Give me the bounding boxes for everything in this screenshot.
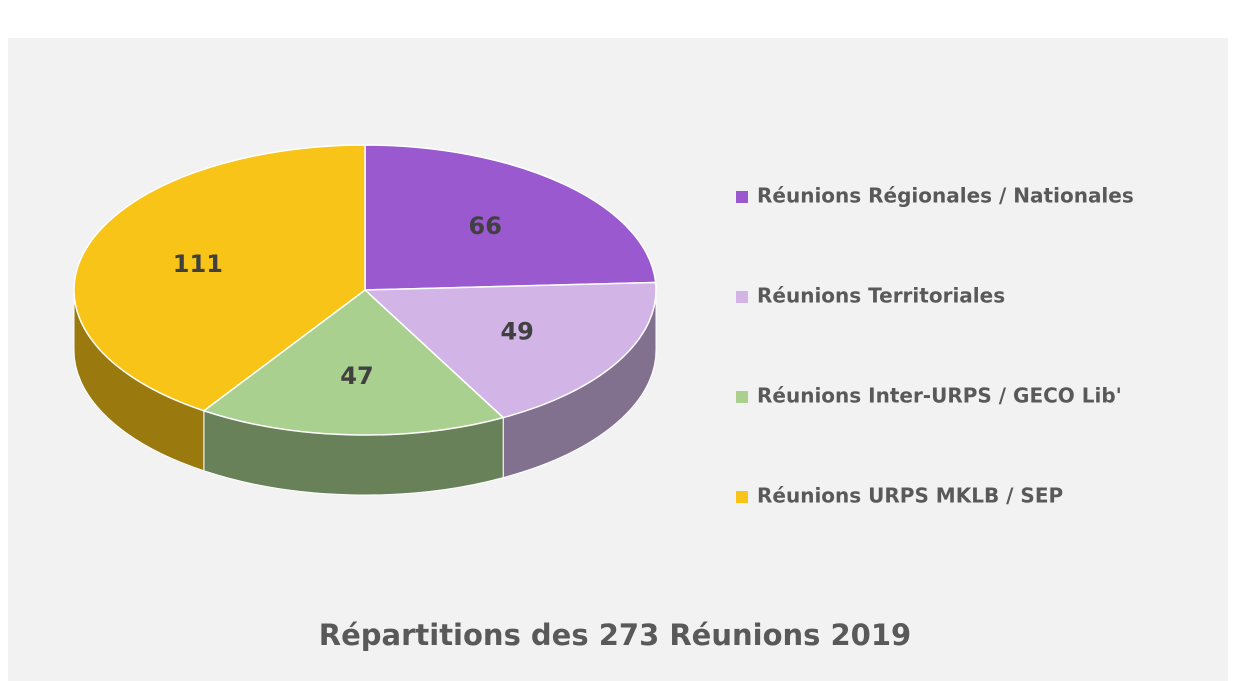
legend-marker bbox=[736, 291, 748, 303]
pie-slice bbox=[363, 281, 657, 419]
legend-label: Réunions Territoriales bbox=[757, 284, 1005, 308]
pie-slice bbox=[364, 144, 657, 291]
legend-marker bbox=[736, 391, 748, 403]
data-label: 66 bbox=[469, 212, 502, 240]
legend-marker bbox=[736, 491, 748, 503]
data-label: 49 bbox=[500, 318, 533, 346]
legend-marker bbox=[736, 191, 748, 203]
pie-slice bbox=[202, 289, 505, 436]
legend-label: Réunions Inter-URPS / GECO Lib' bbox=[757, 384, 1122, 408]
data-label: 111 bbox=[173, 250, 223, 278]
data-label: 47 bbox=[340, 362, 373, 390]
legend-label: Réunions URPS MKLB / SEP bbox=[757, 484, 1063, 508]
chart-title: Répartitions des 273 Réunions 2019 bbox=[319, 618, 911, 652]
pie-slice bbox=[73, 144, 366, 412]
legend-label: Réunions Régionales / Nationales bbox=[757, 184, 1134, 208]
